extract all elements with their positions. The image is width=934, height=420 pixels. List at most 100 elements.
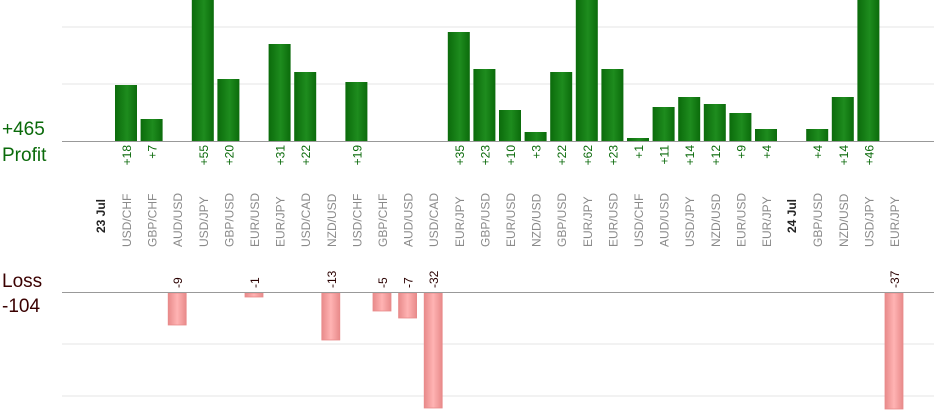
value-labels: +18 +7 -9 +55 +20 -1 +31 +22 -13 +19 -5 -7 -32 +35 +23… [120,145,902,288]
profit-value-label: +11 [658,145,672,165]
profit-label: Profit [2,145,47,166]
loss-value-label: -37 [888,270,902,288]
loss-total: -104 [2,296,41,317]
date-label: 24 Jul [785,199,799,233]
profit-value-label: +14 [683,145,697,166]
loss-value-label: -32 [427,270,441,288]
category-label: GBP/CHF [146,194,160,247]
profit-value-label: +14 [837,145,851,166]
category-label: USD/JPY [683,196,697,247]
loss-bar [884,292,904,410]
category-label: NZD/USD [325,193,339,247]
profit-bar [575,0,598,141]
profit-value-label: +23 [478,145,492,166]
category-label: EUR/JPY [581,196,595,247]
profit-value-label: +7 [146,145,160,159]
category-label: USD/JPY [197,196,211,247]
profit-total: +465 [2,119,45,140]
profit-value-label: +12 [709,145,723,166]
profit-value-label: +23 [606,145,620,166]
loss-value-label: -13 [325,270,339,288]
category-label: GBP/CHF [376,194,390,247]
category-label: EUR/USD [248,193,262,247]
category-label: GBP/USD [222,193,236,247]
profit-bar [499,110,521,141]
profit-bar [627,138,649,141]
profit-value-label: +22 [299,145,313,166]
loss-bar [398,292,418,319]
loss-bar [423,292,443,409]
loss-label: Loss [2,271,43,292]
category-label: GBP/USD [478,193,492,247]
loss-bar [167,292,187,326]
loss-value-label: -9 [171,277,185,288]
profit-value-label: +3 [530,145,544,159]
profit-value-label: +1 [632,145,646,159]
category-label: AUD/USD [402,193,416,247]
profit-bar [345,82,368,141]
category-label: AUD/USD [658,193,672,247]
profit-value-label: +10 [504,145,518,166]
profit-bar [217,79,240,141]
category-label: USD/CHF [120,194,134,247]
profit-bar [831,97,854,141]
profit-value-label: +4 [811,145,825,159]
profit-bar [447,32,470,141]
profit-bars [115,0,880,141]
profit-bar [550,72,573,141]
category-label: NZD/USD [709,193,723,247]
profit-bar [703,104,726,141]
category-label: EUR/JPY [760,196,774,247]
profit-bar [268,44,291,141]
category-label: AUD/USD [171,193,185,247]
profit-value-label: +4 [760,145,774,159]
category-label: USD/JPY [862,196,876,247]
category-label: USD/CAD [427,193,441,247]
profit-value-label: +20 [222,145,236,166]
profit-value-label: +19 [350,145,364,166]
profit-bar [652,107,675,141]
category-label: NZD/USD [837,193,851,247]
category-label: EUR/USD [606,193,620,247]
loss-bars [167,292,904,410]
loss-bar [372,292,392,312]
category-label: GBP/USD [555,193,569,247]
loss-value-label: -1 [248,277,262,288]
category-label: NZD/USD [530,193,544,247]
date-labels: 23 Jul 24 Jul [94,199,799,233]
profit-value-label: +18 [120,145,134,166]
baselines [62,141,934,293]
profit-bar [678,97,701,141]
category-label: EUR/JPY [274,196,288,247]
profit-bar [755,129,777,141]
category-label: GBP/USD [811,193,825,247]
profit-bar [140,119,163,141]
profit-value-label: +62 [581,145,595,166]
profit-bar [806,129,829,141]
date-label: 23 Jul [94,199,108,233]
profit-bar [294,72,317,141]
profit-bar [857,0,880,141]
loss-value-label: -5 [376,277,390,288]
loss-bar [321,292,341,341]
profit-value-label: +35 [453,145,467,166]
profit-bar [524,132,547,141]
loss-bar [244,292,264,298]
profit-value-label: +9 [734,145,748,159]
profit-value-label: +22 [555,145,569,166]
category-label: USD/CHF [632,194,646,247]
profit-value-label: +46 [862,145,876,166]
profit-bar [601,69,624,141]
profit-value-label: +55 [197,145,211,166]
category-label: EUR/JPY [453,196,467,247]
category-label: USD/CAD [299,193,313,247]
category-label: EUR/USD [734,193,748,247]
profit-bar [191,0,214,141]
category-label: EUR/JPY [888,196,902,247]
category-label: USD/CHF [350,194,364,247]
profit-bar [473,69,496,141]
profit-bar [115,85,137,141]
category-label: EUR/USD [504,193,518,247]
profit-bar [729,113,752,141]
